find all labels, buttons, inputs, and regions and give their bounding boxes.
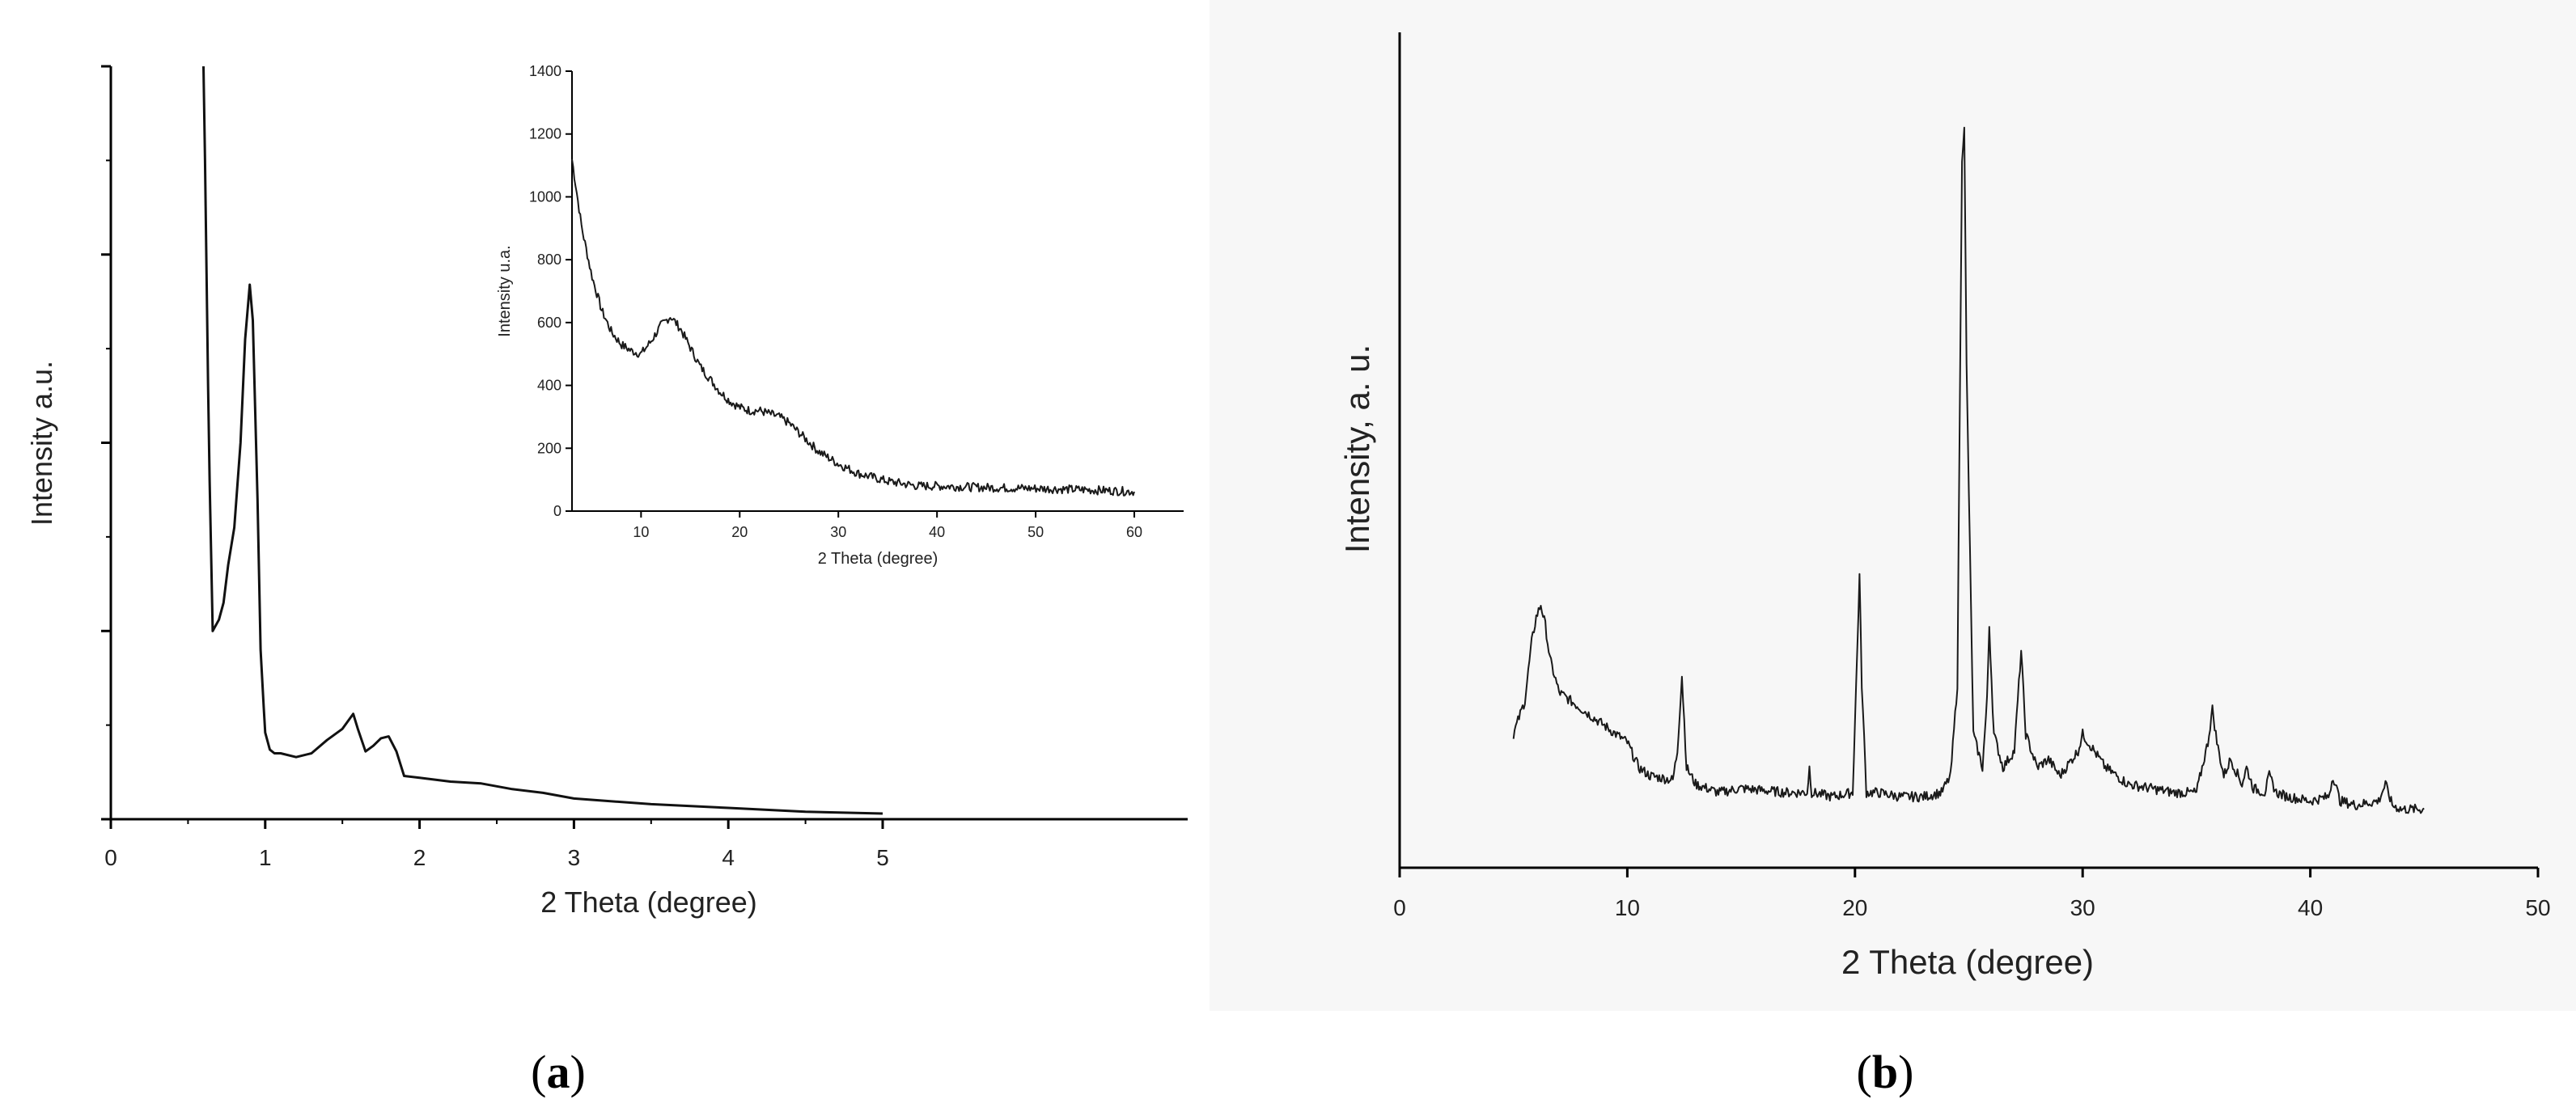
a-inset-y-tick-label: 1200 xyxy=(529,126,561,142)
a-inset-x-tick-label: 20 xyxy=(731,524,748,540)
a-inset-y-axis-label: Intensity u.a. xyxy=(496,245,514,336)
a-inset-x-axis-label: 2 Theta (degree) xyxy=(818,550,938,568)
a-inset-y-tick-label: 400 xyxy=(537,378,561,394)
b-series-line xyxy=(1512,126,2425,814)
a-inset-y-ticks: 0 200 400 600 800 1000 1200 1400 xyxy=(529,63,572,519)
panel-b-background xyxy=(1210,0,2576,1011)
a-inset-x-tick-label: 30 xyxy=(830,524,846,540)
a-inset-x-tick-label: 50 xyxy=(1027,524,1044,540)
b-x-ticks: 0 10 20 30 40 50 xyxy=(1393,868,2551,920)
a-main-x-tick-label: 1 xyxy=(259,845,272,870)
a-main-x-tick-label: 0 xyxy=(104,845,117,870)
a-inset-x-tick-label: 10 xyxy=(633,524,649,540)
b-x-tick-label: 0 xyxy=(1393,895,1406,920)
a-main-x-tick-label: 2 xyxy=(413,845,426,870)
b-x-tick-label: 20 xyxy=(1842,895,1867,920)
b-x-tick-label: 30 xyxy=(2070,895,2095,920)
panel-a-label: (a) xyxy=(531,1046,586,1098)
chart-a-inset: 10 20 30 40 50 60 0 200 400 600 800 1000 1200 1400 2… xyxy=(496,63,1184,568)
b-x-tick-label: 50 xyxy=(2525,895,2550,920)
b-x-axis-label: 2 Theta (degree) xyxy=(1841,943,2094,981)
a-main-y-ticks xyxy=(101,65,111,821)
a-inset-series-line xyxy=(571,159,1135,497)
a-main-y-axis-label: Intensity a.u. xyxy=(25,361,58,526)
a-inset-y-tick-label: 1400 xyxy=(529,63,561,79)
a-inset-y-tick-label: 1000 xyxy=(529,188,561,205)
a-inset-x-ticks: 10 20 30 40 50 60 xyxy=(633,511,1142,540)
a-main-x-ticks: 0 1 2 3 4 5 xyxy=(104,819,889,870)
b-y-axis-label: Intensity, a. u. xyxy=(1338,345,1376,553)
a-inset-y-tick-label: 200 xyxy=(537,440,561,456)
panel-b-label: (b) xyxy=(1857,1046,1914,1098)
a-inset-y-tick-label: 800 xyxy=(537,252,561,268)
b-x-tick-label: 40 xyxy=(2298,895,2323,920)
a-main-series-line xyxy=(202,66,883,815)
chart-b: 0 10 20 30 40 50 2 Theta (degree) Intensity, … xyxy=(1338,32,2551,981)
a-inset-y-tick-label: 600 xyxy=(537,315,561,331)
a-main-x-tick-label: 4 xyxy=(722,845,735,870)
b-x-tick-label: 10 xyxy=(1615,895,1640,920)
a-main-x-axis-label: 2 Theta (degree) xyxy=(540,886,757,919)
a-inset-x-tick-label: 40 xyxy=(929,524,945,540)
a-inset-y-tick-label: 0 xyxy=(553,503,561,519)
a-inset-x-tick-label: 60 xyxy=(1126,524,1142,540)
a-main-x-tick-label: 3 xyxy=(568,845,581,870)
chart-a-main: 0 1 2 3 4 5 2 Theta (degree) Intensity a.u. xyxy=(25,65,1188,919)
a-main-x-tick-label: 5 xyxy=(876,845,889,870)
